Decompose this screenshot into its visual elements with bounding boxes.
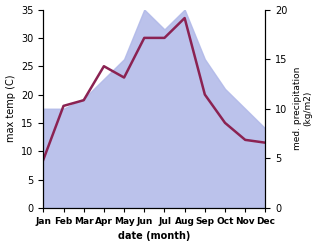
Y-axis label: med. precipitation
(kg/m2): med. precipitation (kg/m2) xyxy=(293,67,313,150)
Y-axis label: max temp (C): max temp (C) xyxy=(5,75,16,143)
X-axis label: date (month): date (month) xyxy=(118,231,190,242)
